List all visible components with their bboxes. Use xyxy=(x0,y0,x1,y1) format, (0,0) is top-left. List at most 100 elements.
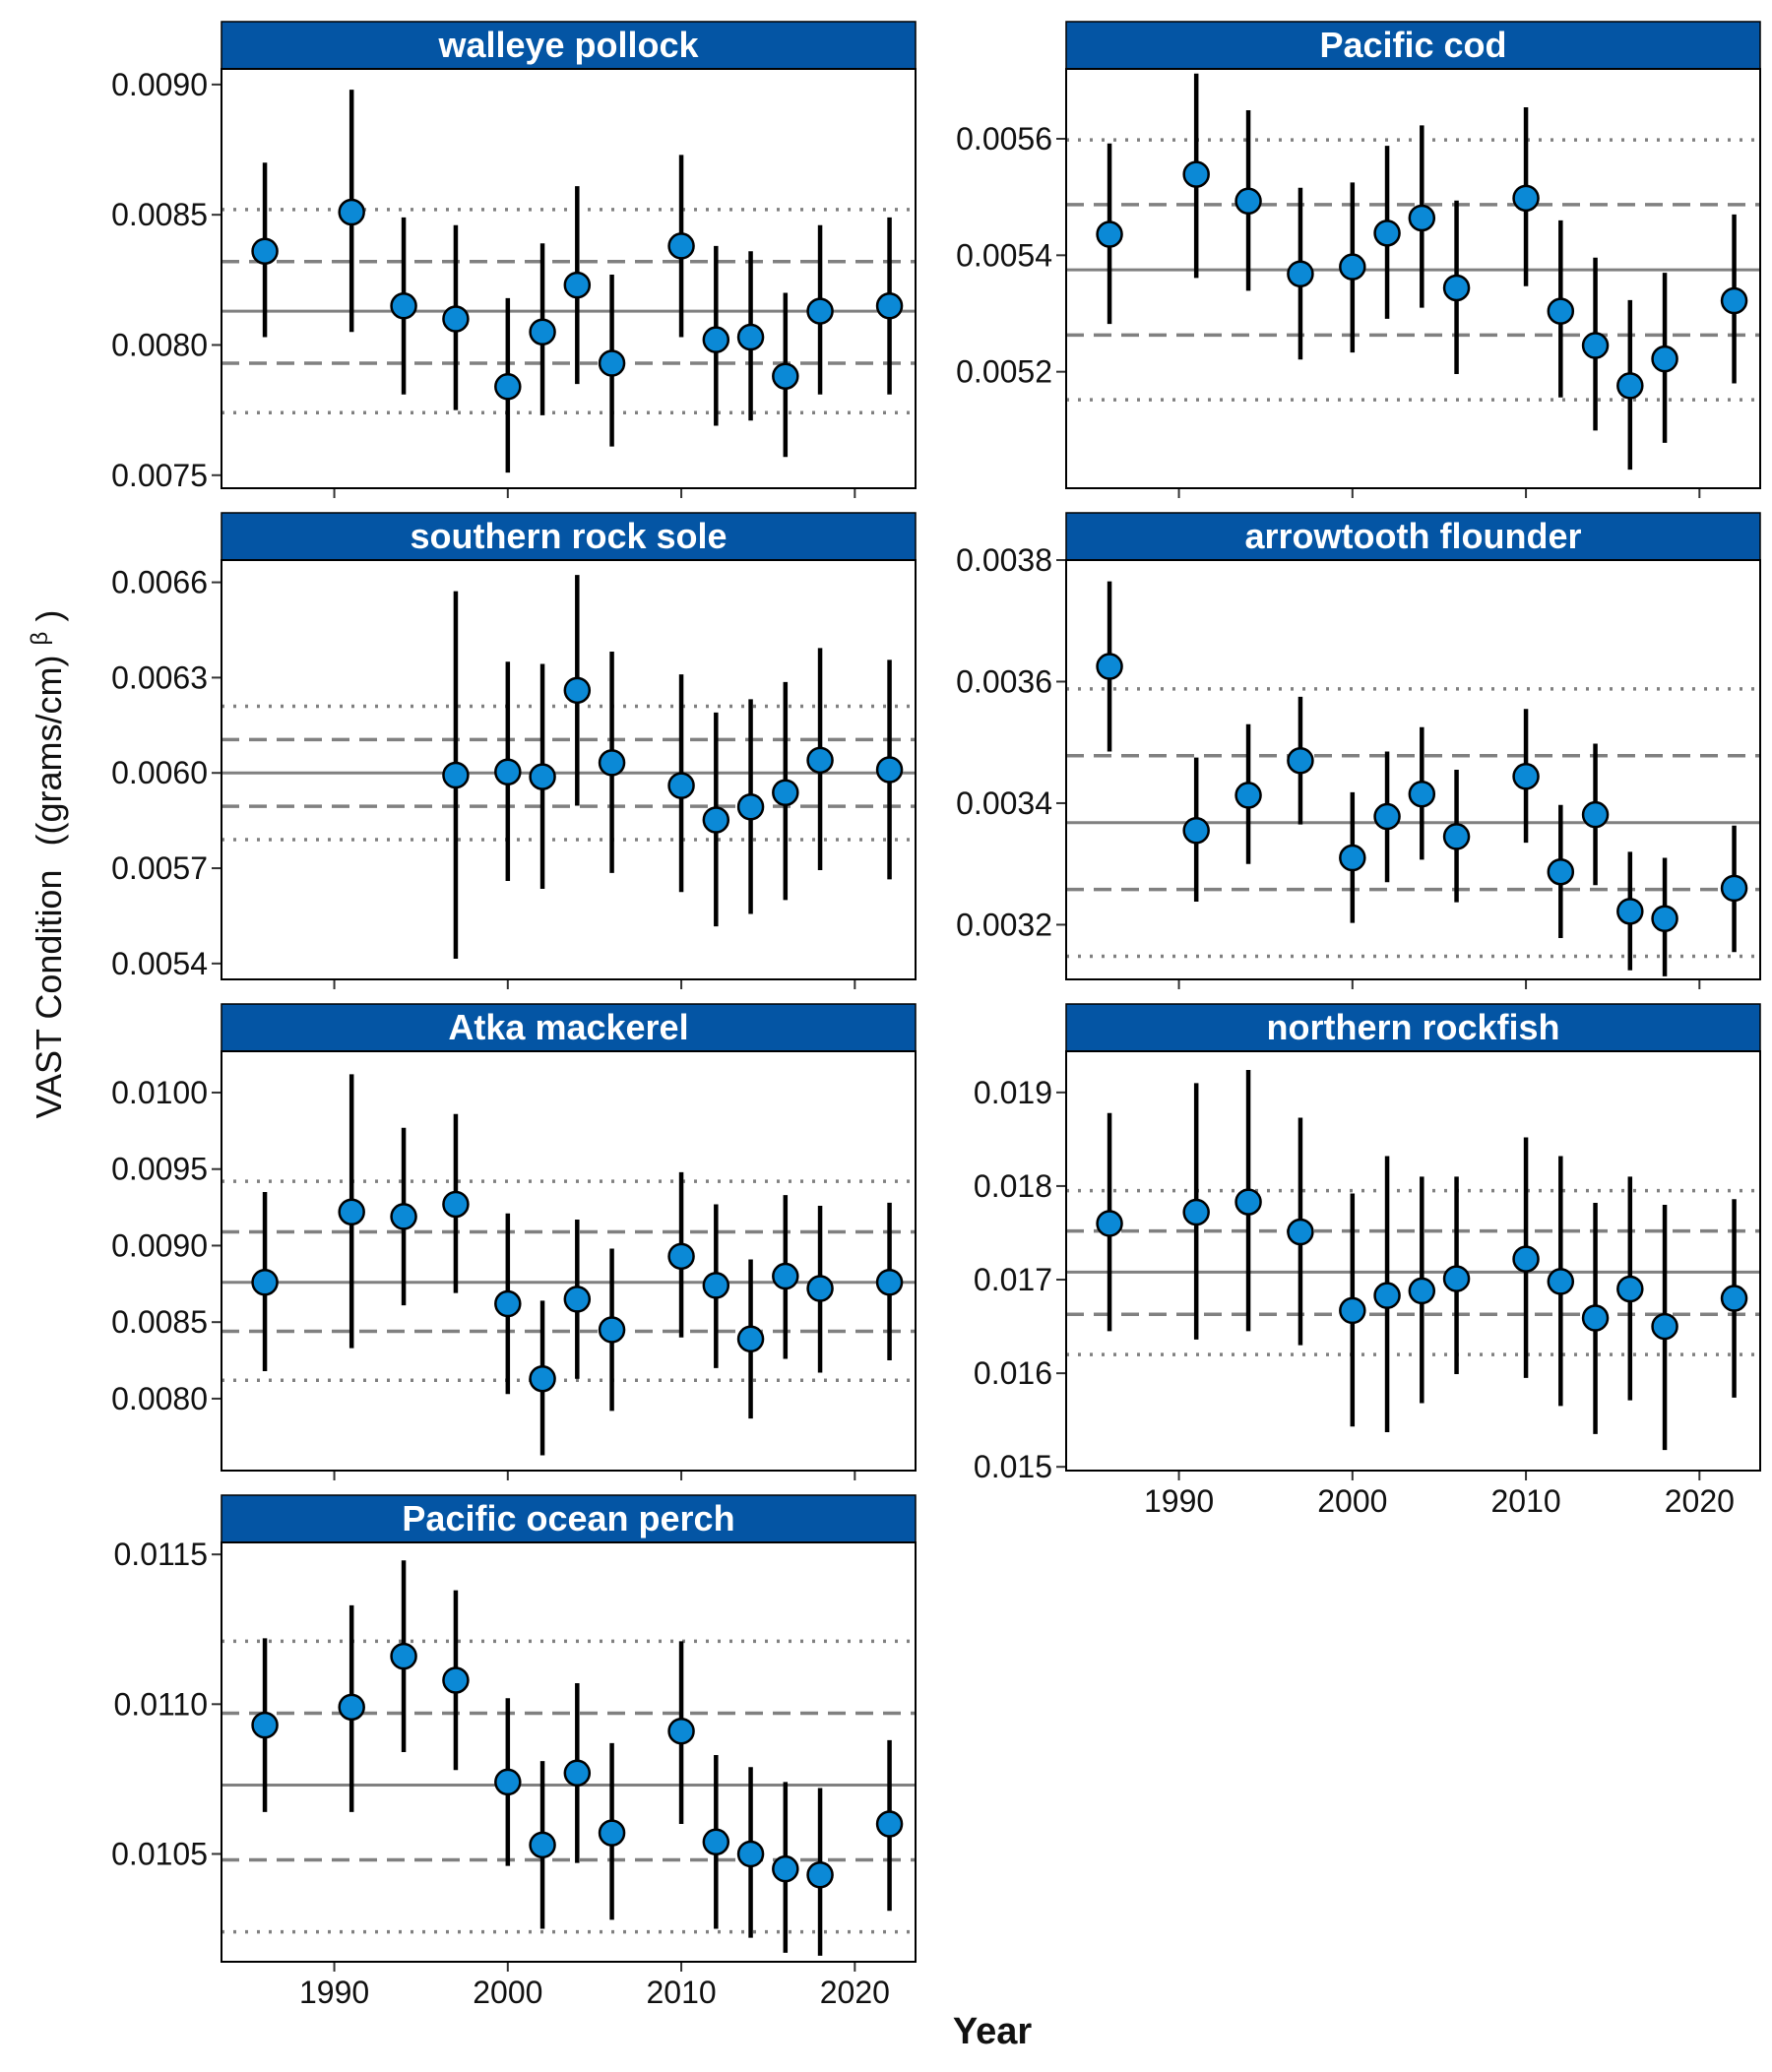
data-point xyxy=(702,1272,730,1299)
data-point xyxy=(1408,1277,1436,1305)
data-point xyxy=(1096,1210,1123,1237)
y-tick-label: 0.0034 xyxy=(956,785,1052,821)
data-point xyxy=(1182,816,1210,845)
data-point xyxy=(563,1759,592,1788)
data-point xyxy=(563,1286,592,1313)
data-point xyxy=(251,1269,279,1296)
data-point xyxy=(494,1768,522,1796)
y-tick-label: 0.0080 xyxy=(111,327,208,362)
y-tick-label: 0.0100 xyxy=(111,1075,208,1110)
data-point xyxy=(875,1810,904,1838)
data-point xyxy=(875,1269,904,1296)
y-axis-title-unit-open: ((grams/cm) xyxy=(29,656,69,847)
data-point xyxy=(1373,1282,1401,1309)
data-point xyxy=(1720,874,1748,903)
data-point xyxy=(1234,187,1262,216)
y-tick-label: 0.0115 xyxy=(114,1537,209,1572)
data-point xyxy=(1512,1245,1540,1273)
strip-background xyxy=(221,21,917,70)
data-point xyxy=(875,756,904,784)
data-point xyxy=(1182,1198,1210,1226)
data-point xyxy=(1547,297,1575,325)
x-axis-title: Year xyxy=(953,2011,1033,2052)
y-tick-label: 0.0056 xyxy=(956,121,1052,157)
data-point xyxy=(338,1693,365,1722)
data-point xyxy=(806,1861,834,1889)
data-point xyxy=(529,763,556,790)
data-point xyxy=(702,326,730,353)
data-point xyxy=(1287,746,1314,775)
data-point xyxy=(1616,372,1644,400)
data-point xyxy=(1234,782,1262,809)
data-point xyxy=(529,1831,556,1859)
data-point xyxy=(1234,1188,1262,1216)
data-point xyxy=(1616,898,1644,925)
data-point xyxy=(390,1203,417,1230)
data-point xyxy=(563,676,592,705)
y-tick-label: 0.0105 xyxy=(111,1836,208,1871)
data-point xyxy=(598,349,626,377)
y-axis-title-unit-close: ) xyxy=(29,610,69,622)
x-tick-label: 2010 xyxy=(1490,1483,1560,1519)
data-point xyxy=(1581,332,1610,359)
data-point xyxy=(1339,844,1366,872)
data-point xyxy=(442,761,470,789)
data-point xyxy=(1720,286,1748,315)
data-point xyxy=(1373,802,1401,831)
strip-title: Pacific ocean perch xyxy=(402,1498,734,1538)
data-point xyxy=(390,1642,417,1670)
data-point xyxy=(563,271,592,299)
data-point xyxy=(529,318,556,345)
data-point xyxy=(772,1262,799,1290)
data-point xyxy=(736,1325,765,1353)
data-point xyxy=(1182,160,1210,188)
facet-panels: walleye pollock 0.0075 0.0080 0.0085 0.0090 P… xyxy=(111,21,1761,2010)
data-point xyxy=(702,806,730,834)
data-point xyxy=(1096,653,1123,680)
data-point xyxy=(251,237,279,265)
data-point xyxy=(806,297,834,325)
y-tick-label: 0.0090 xyxy=(111,1227,208,1263)
strip-title: northern rockfish xyxy=(1266,1007,1559,1047)
x-tick-label: 2010 xyxy=(646,1975,716,2010)
y-tick-label: 0.0063 xyxy=(111,659,208,695)
data-point xyxy=(1547,857,1575,886)
panel-border xyxy=(1065,1050,1761,1472)
data-point xyxy=(598,749,626,777)
data-point xyxy=(1581,1304,1610,1332)
data-point xyxy=(494,373,522,401)
y-tick-label: 0.017 xyxy=(974,1262,1052,1297)
y-tick-label: 0.0090 xyxy=(111,67,208,102)
data-point xyxy=(598,1819,626,1847)
strip-background xyxy=(1065,512,1761,561)
strip-title: Atka mackerel xyxy=(448,1007,688,1047)
strip-background xyxy=(221,1494,917,1543)
x-tick-label: 1990 xyxy=(299,1975,369,2010)
data-point xyxy=(806,1275,834,1302)
data-point xyxy=(736,323,765,351)
data-point xyxy=(736,793,765,821)
y-tick-label: 0.0075 xyxy=(111,458,208,493)
panel-walleye-pollock: walleye pollock 0.0075 0.0080 0.0085 0.0090 xyxy=(111,21,917,498)
y-tick-label: 0.0066 xyxy=(111,565,208,600)
x-tick-label: 2000 xyxy=(473,1975,542,2010)
data-point xyxy=(1287,260,1314,288)
data-point xyxy=(1096,220,1123,248)
data-point xyxy=(875,292,904,320)
panel-pacific-cod: Pacific cod 0.0052 0.0054 0.0056 xyxy=(956,21,1761,498)
y-tick-label: 0.0036 xyxy=(956,663,1052,699)
y-tick-label: 0.0085 xyxy=(111,197,208,232)
data-point xyxy=(667,1242,695,1271)
y-tick-label: 0.019 xyxy=(974,1075,1052,1110)
data-point xyxy=(1442,823,1471,850)
y-axis-title: VAST Condition ((grams/cm) β ) xyxy=(15,610,69,1119)
data-point xyxy=(1442,1265,1471,1292)
y-tick-label: 0.0060 xyxy=(111,755,208,790)
x-tick-label: 2020 xyxy=(820,1975,890,2010)
data-point xyxy=(442,1666,470,1694)
data-point xyxy=(772,1854,799,1883)
strip-background xyxy=(1065,1003,1761,1052)
y-tick-label: 0.0052 xyxy=(956,354,1052,390)
y-tick-label: 0.018 xyxy=(974,1168,1052,1204)
